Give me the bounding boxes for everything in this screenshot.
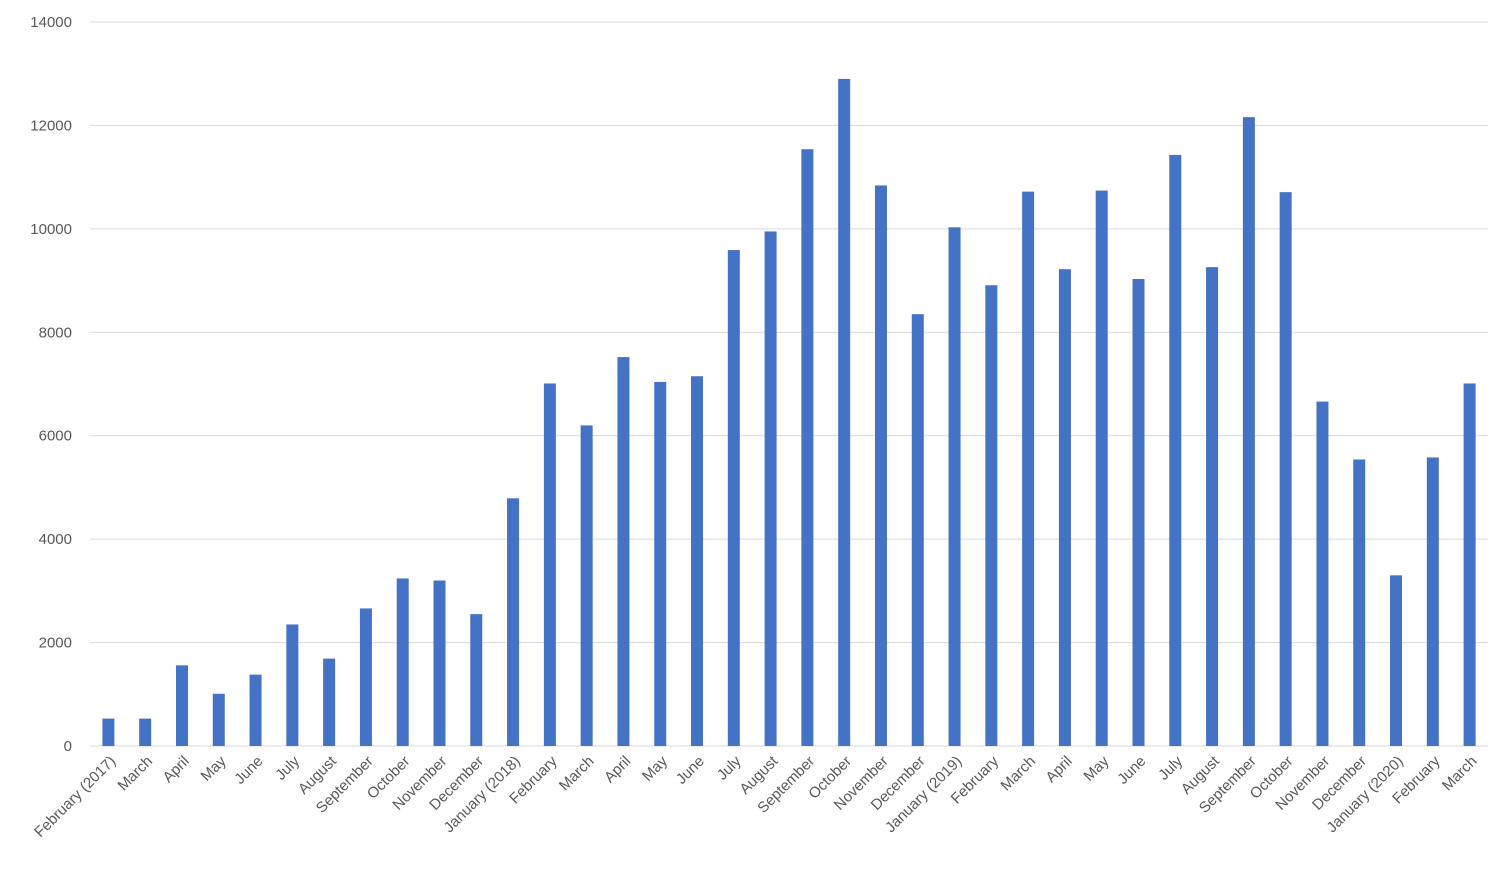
y-tick-label: 2000	[39, 635, 72, 652]
y-tick-label: 8000	[39, 324, 72, 341]
x-tick-label: May	[1080, 752, 1112, 784]
bar	[249, 674, 262, 746]
bar	[433, 580, 446, 746]
bar	[102, 718, 115, 746]
x-tick-label: February (2017)	[31, 753, 119, 841]
x-tick-label: June	[673, 753, 708, 788]
y-tick-label: 12000	[30, 117, 72, 134]
bar	[874, 185, 887, 747]
bar	[1058, 269, 1071, 746]
y-tick-label: 0	[64, 738, 72, 755]
x-tick-label: May	[198, 752, 230, 784]
bar	[801, 149, 814, 746]
bar	[580, 425, 593, 746]
bar	[1095, 190, 1108, 747]
y-tick-label: 14000	[30, 14, 72, 31]
bar	[764, 231, 777, 746]
x-tick-label: April	[601, 753, 634, 786]
bar	[470, 614, 483, 746]
x-tick-label: July	[272, 752, 303, 783]
y-tick-label: 4000	[39, 531, 72, 548]
bar	[838, 78, 851, 746]
bar	[1242, 117, 1255, 746]
gridlines	[90, 21, 1488, 747]
bar	[1169, 154, 1182, 747]
x-tick-label: June	[1114, 753, 1149, 788]
bar	[985, 285, 998, 746]
bar	[212, 693, 225, 746]
x-tick-label: March	[115, 753, 156, 794]
bar	[507, 498, 520, 746]
bar	[1279, 192, 1292, 746]
bar	[1463, 383, 1476, 746]
bar	[1426, 457, 1439, 746]
bar	[175, 665, 188, 746]
bar	[1022, 191, 1035, 746]
bar	[1316, 401, 1329, 746]
bar	[1353, 459, 1366, 746]
x-tick-label: March	[997, 753, 1038, 794]
bar	[139, 718, 152, 746]
x-tick-label: March	[556, 753, 597, 794]
x-tick-label: July	[714, 752, 745, 783]
y-axis-tick-labels: 0 2000 4000 6000 8000 10000 12000 14000	[30, 14, 72, 755]
bar	[1390, 575, 1403, 746]
bar	[286, 624, 299, 746]
bar	[948, 227, 961, 746]
x-tick-label: July	[1155, 752, 1186, 783]
x-tick-label: June	[231, 753, 266, 788]
bar	[617, 357, 630, 746]
x-tick-label: April	[160, 753, 193, 786]
bar	[396, 578, 409, 746]
bar	[911, 314, 924, 746]
bar	[691, 376, 704, 746]
x-axis-tick-labels: February (2017)March April May June JulyAugu…	[31, 752, 1480, 841]
bar	[323, 658, 336, 746]
bar	[1206, 267, 1219, 746]
bar	[654, 381, 667, 746]
y-tick-label: 6000	[39, 428, 72, 445]
x-tick-label: March	[1439, 753, 1480, 794]
y-tick-label: 10000	[30, 221, 72, 238]
bars	[102, 78, 1476, 747]
bar	[727, 250, 740, 746]
bar	[543, 383, 556, 746]
bar	[359, 608, 372, 746]
bar	[1132, 279, 1145, 746]
x-tick-label: May	[639, 752, 671, 784]
x-tick-label: April	[1043, 753, 1076, 786]
